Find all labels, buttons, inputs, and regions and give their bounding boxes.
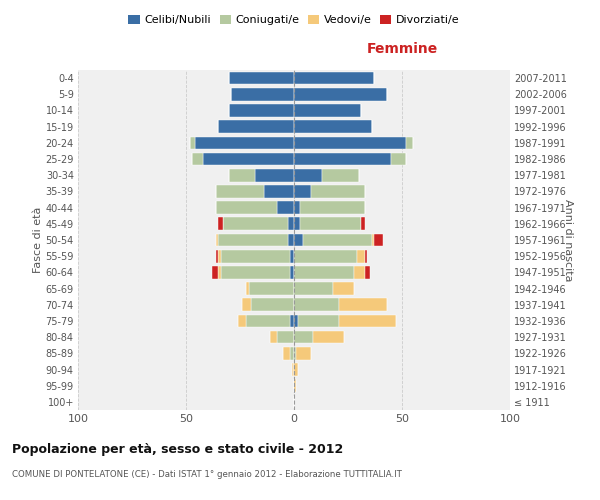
Bar [290,347,294,360]
Text: Femmine: Femmine [367,42,437,56]
Bar [190,136,194,149]
Bar [290,266,294,278]
Bar [218,234,287,246]
Bar [242,298,251,311]
Bar [322,169,359,181]
Bar [238,314,247,328]
Bar [283,347,290,360]
Bar [301,218,361,230]
Bar [277,331,294,344]
Bar [294,72,374,85]
Bar [361,218,365,230]
Bar [294,169,322,181]
Bar [302,234,372,246]
Bar [287,234,294,246]
Bar [294,314,298,328]
Bar [294,380,296,392]
Bar [294,282,333,295]
Bar [218,120,294,133]
Bar [216,202,277,214]
Bar [294,218,301,230]
Bar [365,250,367,262]
Bar [264,185,294,198]
Bar [290,314,294,328]
Bar [391,152,406,166]
Bar [355,266,365,278]
Bar [223,218,287,230]
Bar [229,72,294,85]
Bar [232,88,294,101]
Bar [301,202,365,214]
Bar [340,314,395,328]
Bar [229,104,294,117]
Bar [294,234,302,246]
Bar [287,218,294,230]
Bar [294,202,301,214]
Y-axis label: Fasce di età: Fasce di età [32,207,43,273]
Bar [340,298,387,311]
Bar [294,152,391,166]
Bar [294,88,387,101]
Bar [294,120,372,133]
Bar [193,152,203,166]
Bar [372,234,374,246]
Bar [294,136,406,149]
Bar [216,234,218,246]
Bar [216,185,264,198]
Bar [203,152,294,166]
Bar [298,314,340,328]
Text: Popolazione per età, sesso e stato civile - 2012: Popolazione per età, sesso e stato civil… [12,442,343,456]
Bar [374,234,383,246]
Bar [221,266,290,278]
Bar [218,218,223,230]
Bar [218,250,221,262]
Bar [251,298,294,311]
Bar [294,266,355,278]
Bar [216,250,218,262]
Bar [356,250,365,262]
Bar [294,298,340,311]
Bar [229,169,255,181]
Bar [294,363,298,376]
Y-axis label: Anni di nascita: Anni di nascita [563,198,572,281]
Bar [296,347,311,360]
Bar [311,185,365,198]
Bar [248,282,294,295]
Bar [221,250,290,262]
Bar [194,136,294,149]
Bar [255,169,294,181]
Legend: Celibi/Nubili, Coniugati/e, Vedovi/e, Divorziati/e: Celibi/Nubili, Coniugati/e, Vedovi/e, Di… [124,10,464,30]
Bar [270,331,277,344]
Bar [212,266,218,278]
Bar [247,282,248,295]
Bar [406,136,413,149]
Bar [333,282,355,295]
Bar [365,266,370,278]
Bar [277,202,294,214]
Bar [294,185,311,198]
Bar [294,331,313,344]
Bar [218,266,221,278]
Bar [247,314,290,328]
Bar [292,363,294,376]
Bar [294,104,361,117]
Bar [294,250,356,262]
Text: COMUNE DI PONTELATONE (CE) - Dati ISTAT 1° gennaio 2012 - Elaborazione TUTTITALI: COMUNE DI PONTELATONE (CE) - Dati ISTAT … [12,470,402,479]
Bar [294,347,296,360]
Bar [290,250,294,262]
Bar [313,331,344,344]
